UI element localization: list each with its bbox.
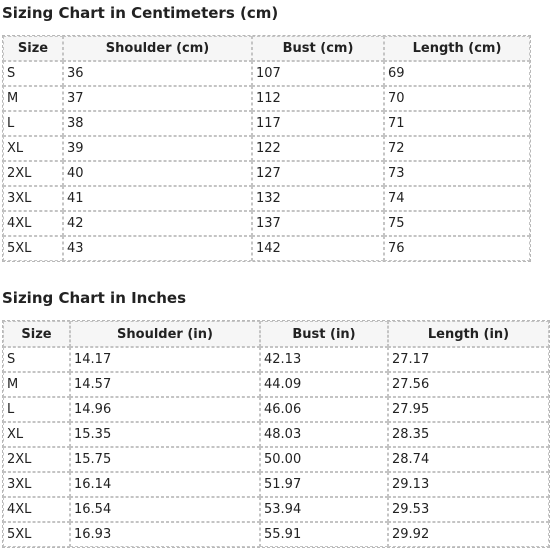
cell-shoulder: 14.57 — [70, 372, 260, 397]
cell-length: 27.56 — [388, 372, 549, 397]
cell-bust: 142 — [252, 236, 384, 261]
cell-shoulder: 16.54 — [70, 497, 260, 522]
table-row: M 37 112 70 — [3, 86, 530, 111]
cell-bust: 122 — [252, 136, 384, 161]
table-row: XL 15.35 48.03 28.35 — [3, 422, 549, 447]
header-size: Size — [3, 321, 70, 347]
cell-bust: 107 — [252, 61, 384, 86]
cell-bust: 117 — [252, 111, 384, 136]
cell-length: 71 — [384, 111, 530, 136]
cell-bust: 51.97 — [260, 472, 388, 497]
in-sizing-table: Size Shoulder (in) Bust (in) Length (in)… — [2, 320, 550, 548]
cell-shoulder: 14.96 — [70, 397, 260, 422]
table-row: L 38 117 71 — [3, 111, 530, 136]
cell-size: L — [3, 397, 70, 422]
header-shoulder: Shoulder (cm) — [63, 36, 252, 61]
table-row: S 36 107 69 — [3, 61, 530, 86]
cell-shoulder: 15.35 — [70, 422, 260, 447]
cell-bust: 42.13 — [260, 347, 388, 372]
header-bust: Bust (cm) — [252, 36, 384, 61]
cell-shoulder: 16.14 — [70, 472, 260, 497]
cell-shoulder: 41 — [63, 186, 252, 211]
cell-length: 27.95 — [388, 397, 549, 422]
cell-bust: 132 — [252, 186, 384, 211]
cell-shoulder: 36 — [63, 61, 252, 86]
cell-size: M — [3, 372, 70, 397]
cell-length: 29.53 — [388, 497, 549, 522]
header-bust: Bust (in) — [260, 321, 388, 347]
table-row: S 14.17 42.13 27.17 — [3, 347, 549, 372]
table-row: 2XL 40 127 73 — [3, 161, 530, 186]
cell-shoulder: 37 — [63, 86, 252, 111]
table-row: 2XL 15.75 50.00 28.74 — [3, 447, 549, 472]
table-row: 5XL 43 142 76 — [3, 236, 530, 261]
table-row: XL 39 122 72 — [3, 136, 530, 161]
cell-length: 76 — [384, 236, 530, 261]
cm-sizing-table: Size Shoulder (cm) Bust (cm) Length (cm)… — [2, 35, 531, 262]
cell-size: 3XL — [3, 186, 63, 211]
cell-size: 4XL — [3, 497, 70, 522]
cell-size: 2XL — [3, 161, 63, 186]
cell-size: 3XL — [3, 472, 70, 497]
cell-bust: 127 — [252, 161, 384, 186]
cell-length: 29.92 — [388, 522, 549, 547]
cell-shoulder: 40 — [63, 161, 252, 186]
cell-shoulder: 14.17 — [70, 347, 260, 372]
cell-size: XL — [3, 422, 70, 447]
in-chart-title: Sizing Chart in Inches — [2, 289, 187, 307]
cell-length: 70 — [384, 86, 530, 111]
cell-length: 74 — [384, 186, 530, 211]
cell-bust: 53.94 — [260, 497, 388, 522]
cell-size: XL — [3, 136, 63, 161]
header-length: Length (cm) — [384, 36, 530, 61]
cell-size: L — [3, 111, 63, 136]
cell-bust: 48.03 — [260, 422, 388, 447]
cell-size: 4XL — [3, 211, 63, 236]
table-header-row: Size Shoulder (cm) Bust (cm) Length (cm) — [3, 36, 530, 61]
cell-size: 5XL — [3, 236, 63, 261]
table-header-row: Size Shoulder (in) Bust (in) Length (in) — [3, 321, 549, 347]
table-row: 3XL 41 132 74 — [3, 186, 530, 211]
cell-shoulder: 16.93 — [70, 522, 260, 547]
table-row: 5XL 16.93 55.91 29.92 — [3, 522, 549, 547]
header-length: Length (in) — [388, 321, 549, 347]
cell-shoulder: 15.75 — [70, 447, 260, 472]
table-row: 4XL 16.54 53.94 29.53 — [3, 497, 549, 522]
cell-shoulder: 43 — [63, 236, 252, 261]
table-row: 4XL 42 137 75 — [3, 211, 530, 236]
cell-size: M — [3, 86, 63, 111]
cell-bust: 112 — [252, 86, 384, 111]
cell-length: 27.17 — [388, 347, 549, 372]
cell-shoulder: 42 — [63, 211, 252, 236]
cell-length: 28.74 — [388, 447, 549, 472]
cell-shoulder: 38 — [63, 111, 252, 136]
table-row: M 14.57 44.09 27.56 — [3, 372, 549, 397]
cell-bust: 44.09 — [260, 372, 388, 397]
cell-bust: 55.91 — [260, 522, 388, 547]
cell-size: S — [3, 61, 63, 86]
cell-shoulder: 39 — [63, 136, 252, 161]
cell-length: 75 — [384, 211, 530, 236]
cell-length: 29.13 — [388, 472, 549, 497]
cell-bust: 46.06 — [260, 397, 388, 422]
cell-length: 72 — [384, 136, 530, 161]
cell-length: 69 — [384, 61, 530, 86]
header-size: Size — [3, 36, 63, 61]
cm-chart-title: Sizing Chart in Centimeters (cm) — [2, 4, 279, 22]
table-row: 3XL 16.14 51.97 29.13 — [3, 472, 549, 497]
header-shoulder: Shoulder (in) — [70, 321, 260, 347]
cell-bust: 137 — [252, 211, 384, 236]
cell-bust: 50.00 — [260, 447, 388, 472]
cell-size: 5XL — [3, 522, 70, 547]
cell-size: S — [3, 347, 70, 372]
cell-length: 28.35 — [388, 422, 549, 447]
cell-length: 73 — [384, 161, 530, 186]
table-row: L 14.96 46.06 27.95 — [3, 397, 549, 422]
cell-size: 2XL — [3, 447, 70, 472]
